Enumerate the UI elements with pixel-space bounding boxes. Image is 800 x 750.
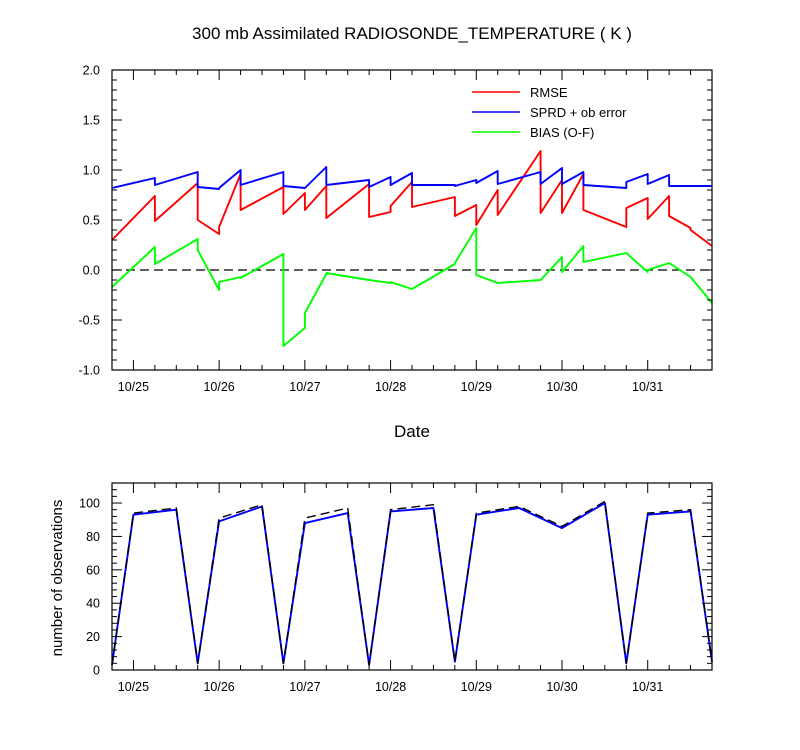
x-tick-label: 10/29 — [461, 380, 492, 394]
series-line-0-2 — [111, 227, 713, 347]
x-tick-label: 10/26 — [203, 680, 234, 694]
x-axis-title: Date — [394, 422, 430, 441]
x-tick-label: 10/31 — [632, 680, 663, 694]
legend-label-bias: BIAS (O-F) — [530, 125, 594, 140]
x-tick-label: 10/25 — [118, 380, 149, 394]
x-tick-label: 10/29 — [461, 680, 492, 694]
top-x-tick-labels: 10/25 10/26 10/27 10/28 10/29 10/30 10/31 — [118, 380, 664, 394]
x-tick-label: 10/27 — [289, 380, 320, 394]
y-tick-label: 60 — [86, 563, 100, 577]
y-tick-label: 1.0 — [83, 164, 100, 178]
y-axis-title-observations: number of observations — [49, 500, 66, 657]
x-tick-label: 10/28 — [375, 680, 406, 694]
y-tick-label: -0.5 — [78, 314, 100, 328]
y-tick-label: 1.5 — [83, 114, 100, 128]
bottom-ticks-group — [111, 482, 713, 671]
x-tick-label: 10/25 — [118, 680, 149, 694]
x-tick-label: 10/30 — [546, 380, 577, 394]
x-tick-label: 10/26 — [203, 380, 234, 394]
bottom-chart: 10/25 10/26 10/27 10/28 10/29 10/30 10/31 0 20 4… — [49, 482, 713, 694]
series-line-0-1 — [111, 166, 712, 190]
x-tick-label: 10/28 — [375, 380, 406, 394]
y-tick-label: 0.0 — [83, 264, 100, 278]
series-line-1-0 — [111, 502, 713, 666]
bottom-y-tick-labels: 0 20 40 60 80 100 — [79, 497, 100, 678]
series-line-0-0 — [111, 150, 713, 247]
top-y-tick-labels: -1.0 -0.5 0.0 0.5 1.0 1.5 2.0 — [78, 64, 100, 378]
x-tick-label: 10/31 — [632, 380, 663, 394]
y-tick-label: 20 — [86, 630, 100, 644]
x-tick-label: 10/30 — [546, 680, 577, 694]
legend-label-sprd: SPRD + ob error — [530, 105, 627, 120]
y-tick-label: 0 — [93, 664, 100, 678]
top-ticks-group — [111, 69, 713, 371]
series-line-1-1 — [111, 500, 713, 666]
bottom-x-tick-labels: 10/25 10/26 10/27 10/28 10/29 10/30 10/31 — [118, 680, 664, 694]
y-tick-label: 40 — [86, 597, 100, 611]
bottom-plot-frame — [111, 482, 713, 671]
y-tick-label: 80 — [86, 530, 100, 544]
y-tick-label: 100 — [79, 497, 100, 511]
y-tick-label: -1.0 — [78, 364, 100, 378]
bottom-series-group — [111, 500, 713, 666]
top-chart: 10/25 10/26 10/27 10/28 10/29 10/30 10/31 -1.0… — [78, 64, 713, 441]
chart-title: 300 mb Assimilated RADIOSONDE_TEMPERATUR… — [192, 24, 632, 43]
top-series-group — [111, 150, 713, 347]
legend: RMSE SPRD + ob error BIAS (O-F) — [472, 85, 627, 140]
x-tick-label: 10/27 — [289, 680, 320, 694]
y-tick-label: 0.5 — [83, 214, 100, 228]
y-tick-label: 2.0 — [83, 64, 100, 78]
legend-label-rmse: RMSE — [530, 85, 568, 100]
